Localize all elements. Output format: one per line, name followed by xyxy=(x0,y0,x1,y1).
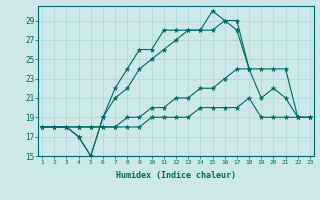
X-axis label: Humidex (Indice chaleur): Humidex (Indice chaleur) xyxy=(116,171,236,180)
